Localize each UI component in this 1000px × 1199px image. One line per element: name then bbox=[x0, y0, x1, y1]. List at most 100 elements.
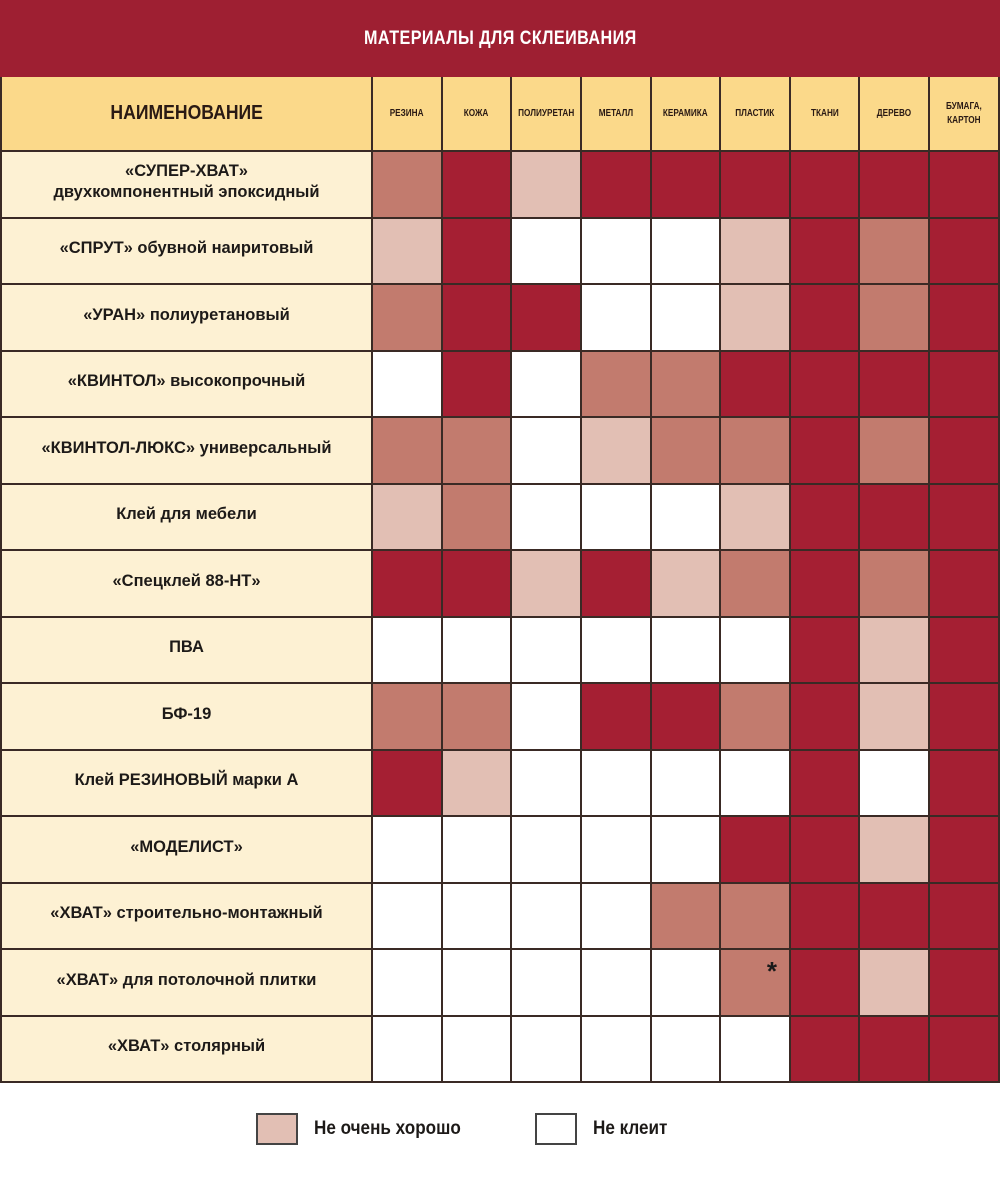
rating-cell-none bbox=[582, 950, 652, 1017]
rating-cell-good bbox=[443, 551, 512, 618]
rating-cell-none bbox=[582, 285, 652, 352]
rating-cell-good bbox=[930, 351, 1000, 418]
row-name: «СУПЕР-ХВАТ» двухкомпонентный эпоксидный bbox=[0, 152, 373, 219]
rating-cell-good bbox=[443, 351, 512, 418]
column-header-text: БУМАГА, КАРТОН bbox=[946, 100, 982, 128]
row-name-text: «УРАН» полиуретановый bbox=[83, 305, 290, 324]
legend-label: Не клеит bbox=[593, 1118, 676, 1140]
rating-cell-none bbox=[652, 285, 721, 352]
row-name-text: «Спецклей 88-НТ» bbox=[112, 571, 261, 590]
rating-cell-none bbox=[721, 1016, 791, 1083]
row-name: «УРАН» полиуретановый bbox=[0, 285, 373, 352]
rating-cell-none bbox=[373, 617, 443, 684]
rating-cell-good bbox=[652, 684, 721, 751]
rating-cell-none bbox=[582, 883, 652, 950]
rating-cell-medium bbox=[652, 418, 721, 485]
row-name-text: «МОДЕЛИСТ» bbox=[130, 837, 243, 856]
rating-cell-medium bbox=[721, 684, 791, 751]
rating-cell-good bbox=[791, 883, 860, 950]
rating-cell-medium bbox=[721, 551, 791, 618]
rating-cell-weak bbox=[860, 617, 930, 684]
row-name-text: «ХВАТ» столярный bbox=[107, 1037, 266, 1056]
column-header-plastic: ПЛАСТИК bbox=[721, 77, 791, 152]
rating-cell-weak bbox=[582, 418, 652, 485]
rating-cell-weak bbox=[721, 484, 791, 551]
rating-cell-good bbox=[791, 285, 860, 352]
column-header-text: ПЛАСТИК bbox=[735, 107, 775, 119]
rating-cell-good bbox=[791, 617, 860, 684]
row-name-text: «ХВАТ» для потолочной плитки bbox=[56, 970, 317, 989]
rating-cell-medium bbox=[860, 418, 930, 485]
column-header-text: РЕЗИНА bbox=[390, 107, 424, 119]
rating-cell-good bbox=[791, 684, 860, 751]
rating-cell-none bbox=[582, 617, 652, 684]
rating-cell-medium bbox=[721, 883, 791, 950]
rating-cell-none bbox=[443, 950, 512, 1017]
chart-title-text: МАТЕРИАЛЫ ДЛЯ СКЛЕИВАНИЯ bbox=[363, 27, 637, 49]
rating-cell-none bbox=[512, 684, 582, 751]
column-header-wood: ДЕРЕВО bbox=[860, 77, 930, 152]
rating-cell-good bbox=[930, 152, 1000, 219]
rating-cell-good bbox=[930, 1016, 1000, 1083]
column-header-text: КОЖА bbox=[464, 107, 489, 119]
column-header-text: ПОЛИУРЕТАН bbox=[517, 107, 575, 119]
rating-cell-none bbox=[582, 750, 652, 817]
rating-cell-none bbox=[512, 351, 582, 418]
rating-cell-none bbox=[512, 484, 582, 551]
chart-title: МАТЕРИАЛЫ ДЛЯ СКЛЕИВАНИЯ bbox=[0, 0, 1000, 77]
rating-cell-good bbox=[443, 285, 512, 352]
column-header-line: БУМАГА, bbox=[946, 100, 982, 112]
column-header-name: НАИМЕНОВАНИЕ bbox=[0, 77, 373, 152]
rating-cell-good bbox=[930, 484, 1000, 551]
rating-cell-none bbox=[652, 817, 721, 884]
rating-cell-good bbox=[930, 750, 1000, 817]
rating-cell-none bbox=[582, 218, 652, 285]
column-header-metal: МЕТАЛЛ bbox=[582, 77, 652, 152]
rating-cell-none bbox=[512, 883, 582, 950]
column-header-paper: БУМАГА, КАРТОН bbox=[930, 77, 1000, 152]
rating-cell-medium bbox=[860, 551, 930, 618]
row-name-text: «СПРУТ» обувной наиритовый bbox=[59, 239, 314, 258]
rating-cell-medium bbox=[443, 684, 512, 751]
rating-cell-good bbox=[791, 351, 860, 418]
rating-cell-weak bbox=[443, 750, 512, 817]
rating-cell-good bbox=[860, 1016, 930, 1083]
rating-cell-good bbox=[930, 551, 1000, 618]
rating-cell-good bbox=[791, 950, 860, 1017]
row-name: «ХВАТ» столярный bbox=[0, 1016, 373, 1083]
rating-cell-good bbox=[930, 418, 1000, 485]
rating-cell-good bbox=[930, 617, 1000, 684]
row-name-text: БФ-19 bbox=[161, 704, 212, 723]
row-name: «СПРУТ» обувной наиритовый bbox=[0, 218, 373, 285]
adhesive-material-table: НАИМЕНОВАНИЕ РЕЗИНА КОЖА ПОЛИУРЕТАН МЕТА… bbox=[0, 77, 1000, 1083]
rating-cell-good bbox=[791, 1016, 860, 1083]
column-header-ceramic: КЕРАМИКА bbox=[652, 77, 721, 152]
rating-cell-good bbox=[930, 218, 1000, 285]
legend: Не очень хорошо Не клеит bbox=[0, 1113, 1000, 1149]
row-name-line: двухкомпонентный эпоксидный bbox=[53, 183, 320, 202]
rating-cell-weak bbox=[512, 551, 582, 618]
rating-cell-good bbox=[930, 684, 1000, 751]
rating-cell-good bbox=[582, 152, 652, 219]
rating-cell-good bbox=[791, 218, 860, 285]
row-name-text: «ХВАТ» строительно-монтажный bbox=[50, 904, 323, 923]
legend-label-text: Не клеит bbox=[593, 1118, 668, 1139]
rating-cell-none bbox=[721, 617, 791, 684]
rating-cell-good bbox=[721, 817, 791, 884]
rating-cell-none bbox=[512, 1016, 582, 1083]
row-name-text: «КВИНТОЛ-ЛЮКС» универсальный bbox=[41, 438, 332, 457]
rating-cell-none bbox=[652, 218, 721, 285]
rating-cell-none bbox=[860, 750, 930, 817]
rating-cell-medium: * bbox=[721, 950, 791, 1017]
row-name: «МОДЕЛИСТ» bbox=[0, 817, 373, 884]
rating-cell-weak bbox=[721, 218, 791, 285]
rating-cell-none bbox=[373, 1016, 443, 1083]
column-header-fabric: ТКАНИ bbox=[791, 77, 860, 152]
rating-cell-weak bbox=[721, 285, 791, 352]
row-name: «Спецклей 88-НТ» bbox=[0, 551, 373, 618]
row-name: «КВИНТОЛ» высокопрочный bbox=[0, 351, 373, 418]
row-name: Клей РЕЗИНОВЫЙ марки А bbox=[0, 750, 373, 817]
row-name: БФ-19 bbox=[0, 684, 373, 751]
rating-cell-good bbox=[582, 551, 652, 618]
rating-cell-good bbox=[930, 950, 1000, 1017]
